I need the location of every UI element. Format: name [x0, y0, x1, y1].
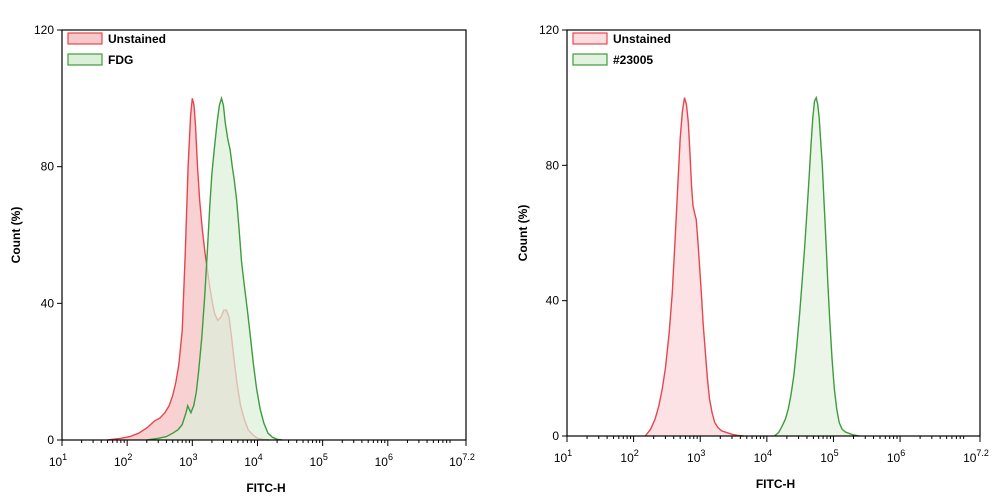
series-line-2: [146, 95, 283, 441]
legend-swatch-2: [572, 53, 608, 66]
x-tick-label: 106: [375, 452, 393, 469]
series-area-1: [645, 97, 744, 436]
x-tick-label: 107.2: [963, 448, 989, 465]
x-tick-label: 106: [887, 448, 905, 465]
x-tick-label: 102: [114, 452, 132, 469]
series-area-2: [146, 98, 283, 441]
y-tick-label: 0: [552, 429, 559, 443]
plot-frame: [61, 29, 467, 441]
y-tick-label: 40: [546, 294, 560, 308]
y-tick-label: 0: [47, 433, 54, 447]
x-tick-label: 102: [620, 448, 638, 465]
y-axis-title: Count (%): [9, 207, 23, 264]
x-tick-label: 105: [820, 448, 838, 465]
x-tick-label: 101: [49, 452, 67, 469]
x-tick-label: 107.2: [449, 452, 475, 469]
plot-frame: [566, 29, 981, 437]
y-axis-title: Count (%): [516, 205, 530, 262]
legend-label-1: Unstained: [613, 32, 671, 46]
x-tick-label: 101: [554, 448, 572, 465]
x-tick-label: 104: [754, 448, 772, 465]
legend-swatch-2: [67, 53, 103, 66]
series-area-2: [774, 97, 859, 436]
series-line-2: [773, 95, 859, 437]
x-tick-label: 103: [179, 452, 197, 469]
histogram-panel-1: 0 40 80 120 101 102 103 104 105 106 107.2 FITC-H Cou…: [9, 23, 475, 495]
series-line-1: [644, 97, 744, 437]
x-axis-title: FITC-H: [756, 477, 795, 491]
x-axis-title: FITC-H: [246, 481, 285, 495]
histogram-panel-2: 0 40 80 120 101 102 103 104 105 106 107.2 FITC-H Cou…: [516, 23, 989, 491]
legend-swatch-1: [572, 32, 608, 45]
y-tick-label: 40: [41, 296, 55, 310]
y-tick-label: 120: [539, 23, 559, 37]
x-tick-label: 103: [687, 448, 705, 465]
y-tick-label: 120: [34, 23, 54, 37]
x-tick-label: 104: [244, 452, 262, 469]
legend-label-2: FDG: [108, 53, 133, 67]
legend-swatch-1: [67, 32, 103, 45]
legend-label-2: #23005: [613, 53, 653, 67]
legend-label-1: Unstained: [108, 32, 166, 46]
y-tick-label: 80: [546, 158, 560, 172]
x-tick-label: 105: [309, 452, 327, 469]
y-tick-label: 80: [41, 160, 55, 174]
